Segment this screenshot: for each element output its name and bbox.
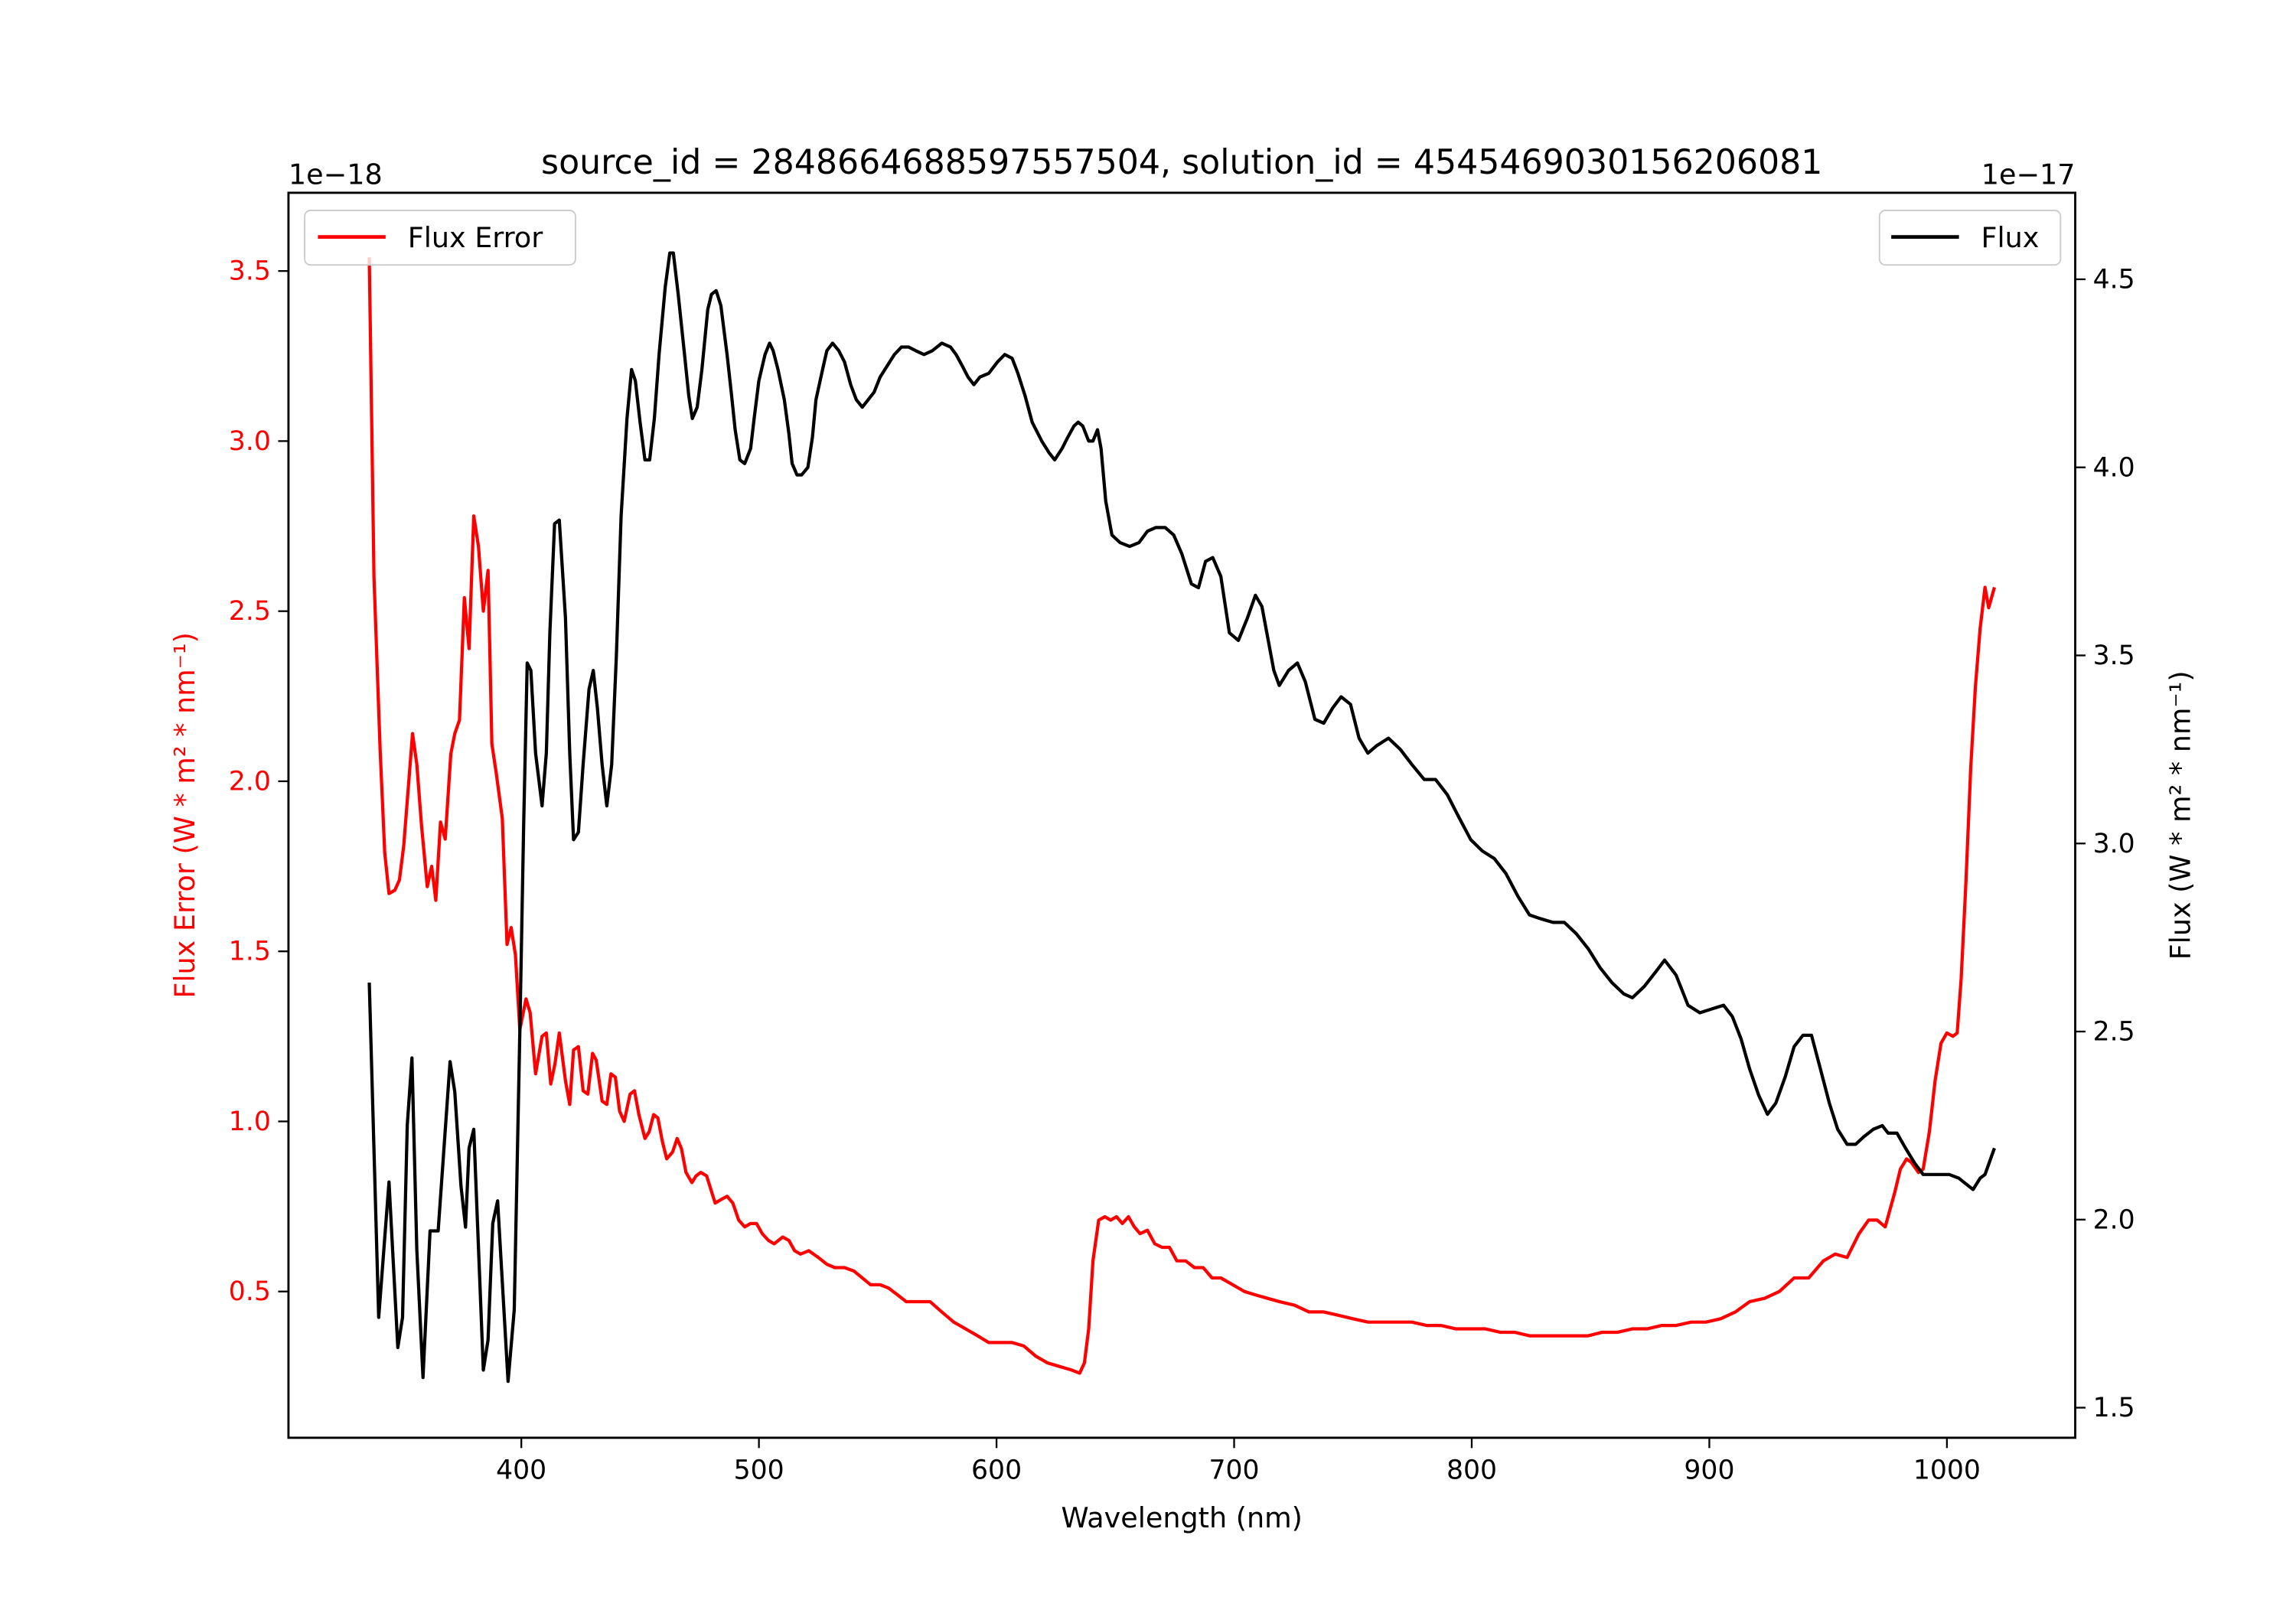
left-y-axis-label: Flux Error (W * m² * nm⁻¹) <box>168 632 201 999</box>
left-y-tick-label: 0.5 <box>229 1276 271 1307</box>
left-y-tick-label: 3.0 <box>229 426 271 457</box>
x-tick-label: 700 <box>1208 1455 1259 1486</box>
series-line-flux <box>367 251 1996 1384</box>
right-y-tick-label: 2.5 <box>2093 1017 2135 1048</box>
left-y-tick-label: 2.0 <box>229 766 271 797</box>
right-y-tick-label: 1.5 <box>2093 1393 2135 1423</box>
right-y-tick-label: 3.5 <box>2093 641 2135 671</box>
left-y-tick-label: 1.0 <box>229 1107 271 1137</box>
x-tick-label: 1000 <box>1913 1455 1981 1486</box>
legend-flux: Flux <box>1878 210 2062 266</box>
right-y-tick-label: 2.0 <box>2093 1204 2135 1235</box>
x-tick-label: 600 <box>971 1455 1022 1486</box>
right-y-tick-label: 3.0 <box>2093 829 2135 859</box>
x-axis-label: Wavelength (nm) <box>1062 1501 1303 1534</box>
chart-title: source_id = 2848664688597557504, solutio… <box>541 143 1822 182</box>
legend-label-flux-error: Flux Error <box>408 221 544 254</box>
right-y-axis-label: Flux (W * m² * nm⁻¹) <box>2164 670 2197 960</box>
left-y-tick-label: 3.5 <box>229 256 271 287</box>
left-y-tick-label: 2.5 <box>229 596 271 627</box>
right-y-tick-label: 4.5 <box>2093 265 2135 295</box>
left-y-tick-label: 1.5 <box>229 937 271 967</box>
x-tick-label: 500 <box>734 1455 784 1486</box>
left-offset-label: 1e−18 <box>289 158 383 191</box>
x-tick-label: 900 <box>1684 1455 1734 1486</box>
right-offset-label: 1e−17 <box>1981 158 2076 191</box>
legend-flux-error: Flux Error <box>304 210 576 266</box>
x-tick-label: 800 <box>1446 1455 1497 1486</box>
legend-label-flux: Flux <box>1981 221 2039 254</box>
right-y-tick-label: 4.0 <box>2093 452 2135 483</box>
plot-frame <box>287 191 2076 1439</box>
series-line-flux-error <box>367 257 1996 1375</box>
x-tick-label: 400 <box>496 1455 546 1486</box>
